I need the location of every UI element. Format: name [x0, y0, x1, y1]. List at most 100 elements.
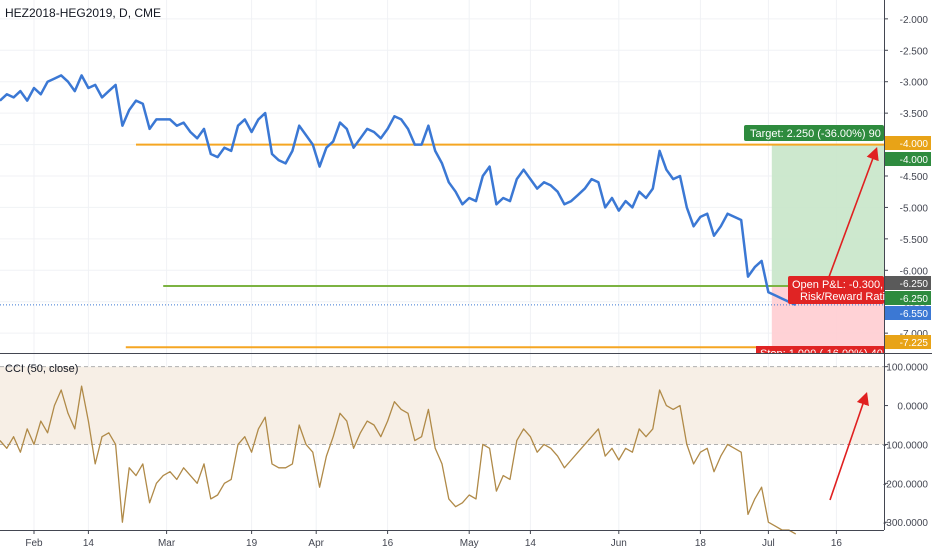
price-point [373, 131, 375, 133]
price-point [94, 84, 96, 86]
cci-point [625, 447, 626, 449]
cci-point [88, 420, 89, 422]
price-point [176, 125, 178, 127]
cci-point [326, 455, 327, 457]
price-point [244, 118, 246, 121]
price-point [618, 209, 620, 212]
cci-point [448, 498, 450, 500]
cci-point [666, 405, 667, 406]
price-point [638, 191, 640, 193]
price-point [781, 297, 783, 300]
price-point [482, 175, 484, 177]
price-point [40, 93, 42, 95]
cci-point [700, 451, 701, 453]
price-point [353, 147, 355, 149]
price-point [128, 109, 130, 111]
price-point [47, 81, 49, 83]
cci-point [679, 405, 681, 406]
cci-point [128, 467, 130, 469]
price-point [563, 203, 566, 205]
current-price-tag: -6.550 [900, 309, 929, 320]
cci-point [183, 467, 185, 469]
price-point [67, 81, 69, 83]
cci-point [312, 451, 314, 453]
cci-point [720, 455, 722, 457]
cci-point [509, 479, 511, 480]
price-point [33, 87, 35, 89]
price-point [264, 112, 266, 114]
price-point [495, 203, 497, 205]
price-point [686, 206, 688, 209]
stop-label-bg [756, 346, 884, 353]
cci-point [502, 475, 504, 476]
price-point [747, 275, 749, 278]
price-point [441, 162, 443, 165]
y-tick-label: -5.500 [900, 235, 929, 246]
price-point [516, 178, 518, 180]
cci-point [645, 436, 647, 438]
price-point [210, 153, 212, 155]
target-price-tag-2-bg [885, 152, 931, 166]
open-pnl-bg [788, 276, 884, 304]
price-point [421, 143, 423, 146]
cci-point [462, 502, 463, 504]
x-tick-label: 14 [83, 538, 95, 549]
entry-price-tag-2-bg [885, 291, 931, 305]
cci-point [108, 432, 110, 434]
cci-point [346, 420, 348, 422]
cci-tick-label: -300.0000 [883, 518, 928, 529]
cci-point [441, 463, 443, 465]
cci-point [414, 440, 416, 441]
price-point [189, 131, 191, 133]
price-point [604, 206, 606, 209]
cci-point [380, 436, 382, 438]
cci-point [40, 420, 42, 422]
price-point [169, 118, 171, 121]
price-point [727, 213, 729, 215]
price-point [570, 200, 572, 202]
cci-point [47, 432, 48, 434]
price-point [659, 150, 661, 152]
cci-point [536, 451, 538, 453]
cci-point [271, 463, 273, 465]
cci-point [196, 482, 198, 484]
cci-point [550, 447, 552, 449]
cci-point [795, 533, 796, 535]
cci-point [162, 475, 164, 476]
price-point [597, 181, 600, 183]
price-up-arrow [825, 146, 879, 286]
price-point [625, 200, 627, 202]
cci-point [251, 451, 253, 453]
cci-point [319, 486, 320, 488]
price-point [115, 84, 117, 86]
y-tick-label: -7.000 [900, 329, 929, 340]
cci-point [611, 447, 613, 449]
cci-point [156, 482, 157, 484]
cci-point [434, 447, 436, 449]
cci-point [564, 467, 565, 469]
x-tick-label: 14 [525, 538, 537, 549]
x-tick-label: 18 [695, 538, 707, 549]
y-tick-label: -3.000 [900, 78, 929, 89]
price-point [427, 125, 429, 127]
price-point [611, 197, 613, 199]
cci-point [353, 447, 354, 449]
price-point [285, 162, 287, 165]
y-tick-label: -5.000 [900, 203, 929, 214]
price-point [149, 128, 151, 130]
price-point [754, 266, 756, 268]
cci-series-line [0, 385, 796, 535]
cci-point [305, 444, 307, 445]
cci-point [496, 490, 497, 492]
price-point [108, 90, 110, 92]
price-point [706, 213, 708, 215]
x-tick-label: Jun [611, 538, 627, 549]
profit-zone [771, 144, 884, 286]
price-point [387, 128, 389, 130]
cci-point [577, 451, 579, 453]
cci-point [455, 506, 456, 508]
price-point [230, 150, 232, 152]
price-point [693, 225, 695, 227]
cci-point [638, 428, 640, 430]
